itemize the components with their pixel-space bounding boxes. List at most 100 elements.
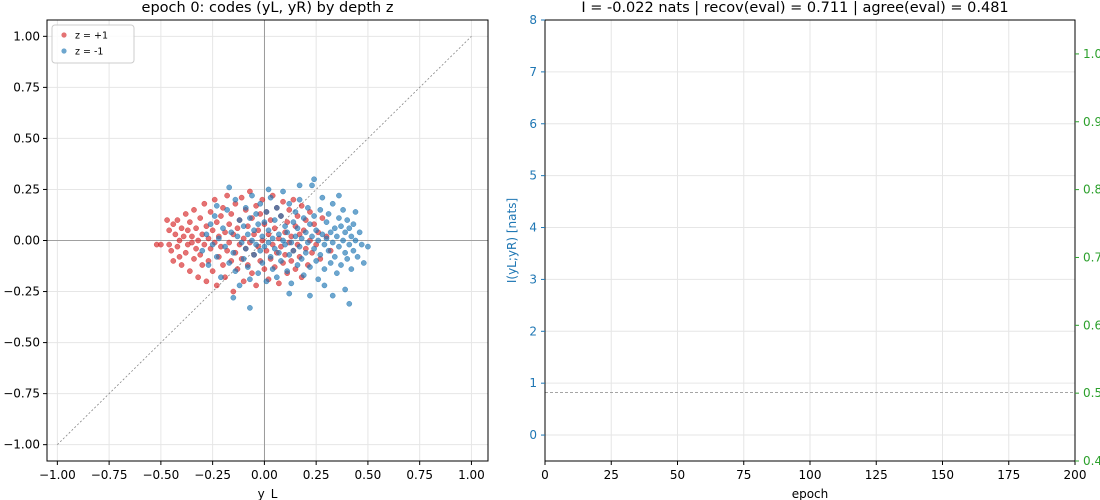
scatter-y-tick-label: 1.00 xyxy=(13,29,40,43)
scatter-point xyxy=(187,268,193,274)
scatter-point xyxy=(346,241,353,248)
scatter-point xyxy=(261,266,268,272)
scatter-x-tick-label: 0.00 xyxy=(251,468,278,482)
scatter-point xyxy=(305,239,311,246)
scatter-point xyxy=(319,194,326,201)
scatter-point xyxy=(340,207,346,213)
scatter-point xyxy=(292,209,299,215)
scatter-point xyxy=(327,229,334,236)
scatter-point xyxy=(253,211,259,217)
mi-x-tick-label: 175 xyxy=(997,468,1020,482)
scatter-x-tick-label: 0.75 xyxy=(406,468,433,482)
scatter-point xyxy=(323,235,330,242)
scatter-point xyxy=(222,243,228,250)
scatter-point xyxy=(242,205,249,211)
mi-y-tick-label: 8 xyxy=(529,13,537,27)
scatter-point xyxy=(331,254,338,260)
scatter-point xyxy=(350,247,357,254)
scatter-point xyxy=(329,200,336,207)
scatter-point xyxy=(199,262,206,268)
scatter-y-ticks: −1.00 −0.75 −0.50 −0.25 0.00 0.25 0.50 0.75 1.00 xyxy=(3,29,47,452)
scatter-point xyxy=(317,251,324,258)
scatter-x-tick-label: −0.25 xyxy=(194,468,231,482)
scatter-point xyxy=(182,211,189,217)
mi-x-tick-label: 150 xyxy=(931,468,954,482)
scatter-point xyxy=(346,300,353,307)
scatter-points xyxy=(153,176,371,311)
scatter-point xyxy=(298,202,305,209)
scatter-point xyxy=(226,221,232,227)
scatter-point xyxy=(253,241,259,248)
scatter-y-tick-label: −0.25 xyxy=(3,285,40,299)
mi-y-tick-label: 3 xyxy=(529,272,537,286)
scatter-y-tick-label: 0.75 xyxy=(13,80,40,94)
scatter-point xyxy=(271,245,278,252)
scatter-point xyxy=(329,292,336,299)
mi-y-label: I(yL;yR) [nats] xyxy=(505,198,519,283)
scatter-point xyxy=(216,235,222,242)
scatter-point xyxy=(303,249,309,256)
scatter-y-tick-label: −0.75 xyxy=(3,387,40,401)
scatter-point xyxy=(271,217,278,223)
mi-y2-tick-label: 0.6 xyxy=(1083,318,1100,332)
scatter-point xyxy=(288,280,295,287)
scatter-point xyxy=(280,188,286,195)
scatter-point xyxy=(170,258,177,264)
scatter-point xyxy=(290,247,297,254)
scatter-point xyxy=(282,223,288,230)
scatter-point xyxy=(257,200,264,207)
scatter-point xyxy=(365,243,371,250)
scatter-point xyxy=(327,260,334,266)
scatter-point xyxy=(323,219,330,225)
scatter-point xyxy=(269,235,276,242)
scatter-point xyxy=(240,223,247,230)
scatter-x-tick-label: −0.50 xyxy=(142,468,179,482)
scatter-point xyxy=(342,229,348,236)
scatter-point xyxy=(319,215,326,221)
scatter-point xyxy=(288,258,295,264)
scatter-point xyxy=(350,221,357,227)
mi-x-tick-label: 50 xyxy=(670,468,685,482)
scatter-point xyxy=(269,266,276,272)
scatter-point xyxy=(321,266,328,272)
legend-marker-z-plus-1 xyxy=(61,32,67,38)
scatter-point xyxy=(245,231,251,238)
scatter-point xyxy=(226,184,232,191)
scatter-point xyxy=(286,200,293,207)
mi-x-tick-label: 75 xyxy=(736,468,751,482)
scatter-point xyxy=(278,213,284,219)
scatter-point xyxy=(334,233,340,240)
scatter-point xyxy=(336,215,342,221)
scatter-point xyxy=(220,225,226,232)
scatter-point xyxy=(278,258,284,264)
scatter-point xyxy=(315,237,322,244)
scatter-point xyxy=(298,235,305,242)
scatter-point xyxy=(158,241,164,248)
scatter-point xyxy=(336,192,342,199)
scatter-point xyxy=(307,221,313,227)
scatter-x-label: y_L xyxy=(258,487,278,500)
scatter-point xyxy=(311,176,317,183)
scatter-point xyxy=(176,254,183,260)
scatter-point xyxy=(331,225,338,232)
scatter-point xyxy=(311,245,317,252)
scatter-point xyxy=(247,305,253,311)
scatter-point xyxy=(292,233,299,240)
scatter-point xyxy=(172,231,179,238)
scatter-point xyxy=(249,270,255,276)
scatter-point xyxy=(230,294,237,301)
scatter-y-tick-label: −1.00 xyxy=(3,438,40,452)
scatter-point xyxy=(261,243,268,250)
scatter-x-ticks: −1.00 −0.75 −0.50 −0.25 0.00 0.25 0.50 0.75 1.00 xyxy=(39,461,485,482)
mi-y2-tick-label: 0.5 xyxy=(1083,386,1100,400)
scatter-point xyxy=(213,282,220,289)
scatter-point xyxy=(298,256,305,262)
scatter-point xyxy=(276,231,282,238)
scatter-point xyxy=(336,243,342,250)
scatter-point xyxy=(205,262,212,268)
mi-y-ticks: 0 1 2 3 4 5 6 7 8 xyxy=(529,13,545,442)
scatter-point xyxy=(193,225,199,232)
scatter-point xyxy=(174,243,181,250)
scatter-point xyxy=(325,247,332,254)
